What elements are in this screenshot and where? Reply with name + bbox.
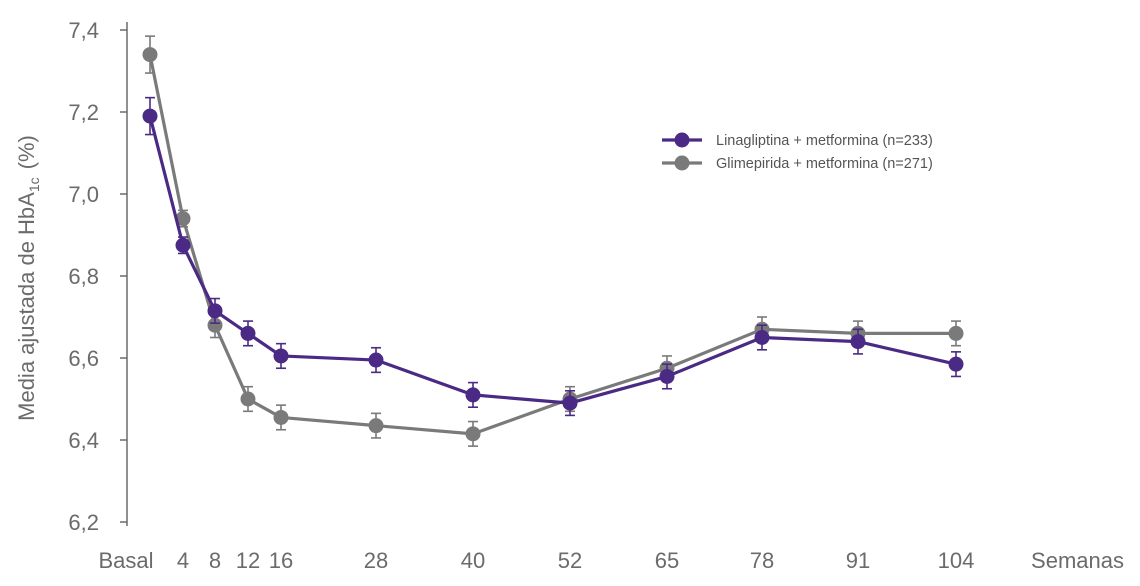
data-point: [368, 352, 384, 368]
x-tick-label: 16: [269, 548, 293, 573]
data-point: [948, 356, 964, 372]
series-line: [148, 54, 956, 436]
series-linagliptina: [142, 96, 964, 417]
y-tick-label: 7,2: [68, 100, 99, 125]
data-point: [368, 418, 384, 434]
x-axis-ticks: Basal 4 8 12 16 28 40 52 65 78 91 104: [98, 548, 974, 573]
legend-marker: [674, 132, 690, 148]
x-tick-label: 104: [938, 548, 975, 573]
y-axis-title-unit: (%): [14, 135, 39, 169]
legend-item: Linagliptina + metformina (n=233): [662, 132, 933, 149]
x-tick-label: 4: [177, 548, 189, 573]
y-axis-title-subscript: 1c: [26, 177, 42, 192]
x-tick-label: 28: [364, 548, 388, 573]
x-tick-label: 8: [209, 548, 221, 573]
legend-item: Glimepirida + metformina (n=271): [662, 155, 933, 172]
data-point: [465, 426, 481, 442]
legend-label: Glimepirida + metformina (n=271): [716, 156, 933, 172]
y-tick-label: 7,4: [68, 18, 99, 43]
data-point: [142, 108, 158, 124]
data-point: [659, 368, 675, 384]
y-axis-title-main: Media ajustada de HbA: [14, 192, 39, 421]
x-tick-label: 40: [461, 548, 485, 573]
y-tick-label: 7,0: [68, 182, 99, 207]
legend-label: Linagliptina + metformina (n=233): [716, 133, 933, 149]
legend-marker: [674, 155, 690, 171]
x-tick-label: 78: [750, 548, 774, 573]
data-point: [273, 409, 289, 425]
y-tick-label: 6,6: [68, 346, 99, 371]
series-glimepirida: [142, 35, 964, 447]
y-tick-label: 6,8: [68, 264, 99, 289]
data-point: [754, 330, 770, 345]
data-point: [240, 325, 256, 341]
y-tick-label: 6,4: [68, 428, 99, 453]
x-tick-label: 12: [236, 548, 260, 573]
data-point: [850, 334, 866, 350]
data-point: [948, 325, 964, 341]
legend: Linagliptina + metformina (n=233) Glimepi…: [662, 132, 933, 172]
data-point: [562, 395, 578, 411]
data-point: [175, 237, 191, 253]
data-point: [465, 387, 481, 403]
y-tick-label: 6,2: [68, 510, 99, 535]
x-tick-label: 52: [558, 548, 582, 573]
y-axis-title: Media ajustada de HbA1c (%): [14, 135, 42, 421]
series-line: [148, 115, 957, 405]
data-point: [207, 303, 223, 319]
x-axis-title: Semanas: [1031, 548, 1124, 573]
x-tick-label: Basal: [98, 548, 153, 573]
data-point: [240, 391, 256, 407]
y-axis-ticks: 6,2 6,4 6,6 6,8 7,0 7,2 7,4: [68, 18, 127, 535]
x-tick-label: 65: [655, 548, 679, 573]
x-tick-label: 91: [846, 548, 870, 573]
data-point: [175, 211, 191, 227]
data-point: [273, 348, 289, 364]
data-point: [207, 317, 223, 333]
series-layer: [142, 35, 964, 447]
data-point: [142, 47, 158, 63]
